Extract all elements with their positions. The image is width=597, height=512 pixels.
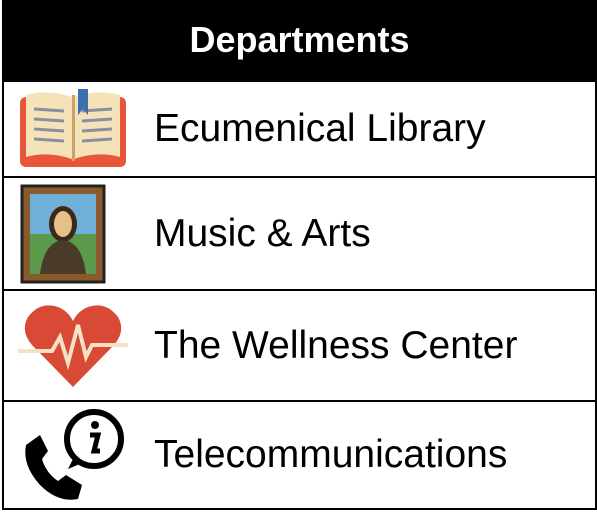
department-row[interactable]: Ecumenical Library [4,80,595,176]
arts-icon [4,184,154,284]
department-label: The Wellness Center [154,323,518,367]
department-row[interactable]: Music & Arts [4,176,595,289]
telecom-icon [4,405,154,505]
header: Departments [4,0,595,80]
department-label: Ecumenical Library [154,107,486,150]
department-row[interactable]: Telecommunications [4,400,595,508]
department-label: Music & Arts [154,211,371,255]
wellness-icon [4,301,154,391]
library-icon [4,89,154,169]
department-row[interactable]: The Wellness Center [4,289,595,400]
department-label: Telecommunications [154,433,508,476]
